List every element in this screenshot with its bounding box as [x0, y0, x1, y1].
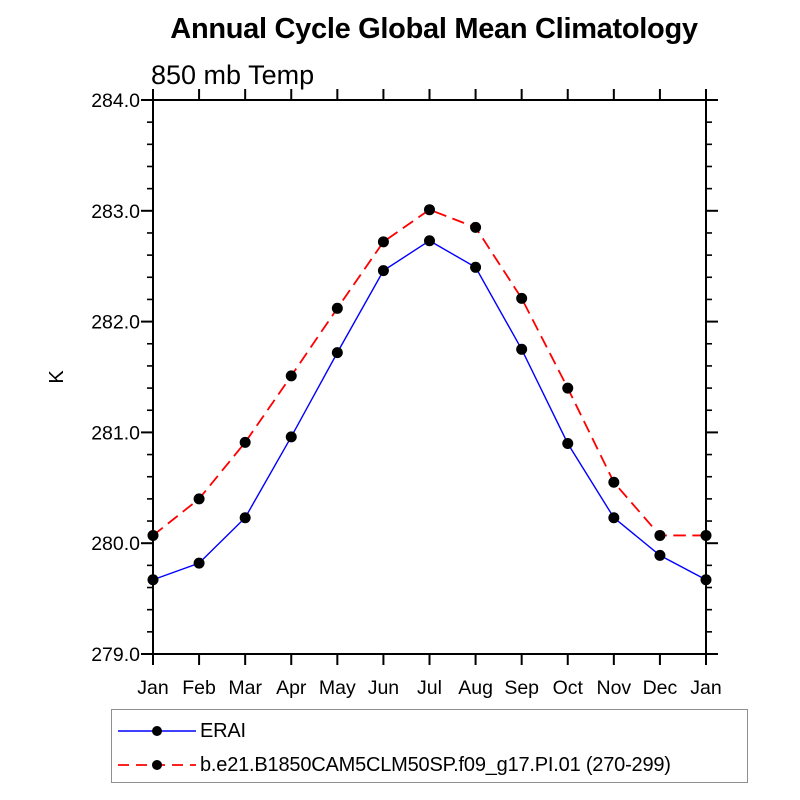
legend-entry-model: b.e21.B1850CAM5CLM50SP.f09_g17.PI.01 (27… — [116, 754, 671, 776]
x-axis-tick-label: Nov — [596, 677, 631, 699]
series-marker-0 — [424, 235, 435, 247]
series-marker-0 — [193, 557, 205, 569]
series-marker-0 — [562, 437, 574, 449]
x-axis-tick-label: Mar — [228, 677, 262, 699]
y-axis-tick-label: 281.0 — [91, 422, 140, 444]
legend-label-model: b.e21.B1850CAM5CLM50SP.f09_g17.PI.01 (27… — [200, 753, 671, 776]
y-axis-tick-label: 280.0 — [91, 533, 140, 555]
series-marker-1 — [147, 529, 159, 541]
series-marker-1 — [331, 302, 343, 314]
series-marker-0 — [654, 549, 666, 561]
series-marker-1 — [377, 236, 389, 248]
y-axis-tick-label: 282.0 — [91, 312, 140, 334]
series-marker-1 — [470, 221, 482, 233]
y-axis-tick-label: 279.0 — [91, 644, 140, 666]
series-marker-0 — [516, 343, 528, 355]
series-marker-1 — [239, 436, 251, 448]
series-marker-0 — [470, 261, 482, 273]
x-axis-tick-label: Jan — [137, 677, 168, 699]
legend-sample-solid-line — [118, 726, 196, 736]
series-marker-1 — [424, 204, 435, 216]
series-line-0 — [152, 239, 707, 581]
legend-entry-erai: ERAI — [116, 720, 246, 742]
x-axis-tick-label: Oct — [553, 677, 584, 699]
x-axis-tick-label: Apr — [276, 677, 307, 699]
x-axis-tick-label: Dec — [643, 677, 678, 699]
series-marker-0 — [239, 512, 251, 524]
series-marker-1 — [608, 476, 620, 488]
chart-title: Annual Cycle Global Mean Climatology — [170, 13, 698, 45]
plot-frame — [152, 99, 707, 655]
chart-subtitle: 850 mb Temp — [151, 60, 315, 90]
x-axis-tick-label: May — [319, 677, 356, 699]
y-axis-tick-label: 283.0 — [91, 201, 140, 223]
x-axis-tick-label: Feb — [182, 677, 216, 699]
x-axis-tick-label: Aug — [458, 677, 493, 699]
series-marker-1 — [285, 370, 297, 382]
series-marker-1 — [700, 529, 712, 541]
x-axis-tick-label: Jun — [368, 677, 399, 699]
x-axis-tick-label: Jul — [417, 677, 442, 699]
series-marker-0 — [700, 574, 712, 586]
series-marker-0 — [331, 347, 343, 359]
y-axis-tick-label: 284.0 — [91, 90, 140, 112]
legend-sample-dashed-line — [118, 760, 196, 770]
series-line-1 — [152, 208, 706, 537]
series-marker-1 — [654, 529, 666, 541]
x-axis-tick-label: Sep — [504, 677, 539, 699]
series-marker-0 — [147, 574, 159, 586]
x-axis-tick-label: Jan — [690, 677, 721, 699]
series-marker-0 — [608, 512, 620, 524]
series-marker-0 — [377, 265, 389, 277]
series-marker-0 — [285, 431, 297, 443]
series-marker-1 — [193, 493, 205, 505]
series-marker-1 — [562, 382, 574, 394]
legend: ERAI b.e21.B1850CAM5CLM50SP.f09_g17.PI.0… — [111, 709, 748, 783]
series-marker-1 — [516, 292, 528, 304]
legend-label-erai: ERAI — [200, 719, 246, 742]
